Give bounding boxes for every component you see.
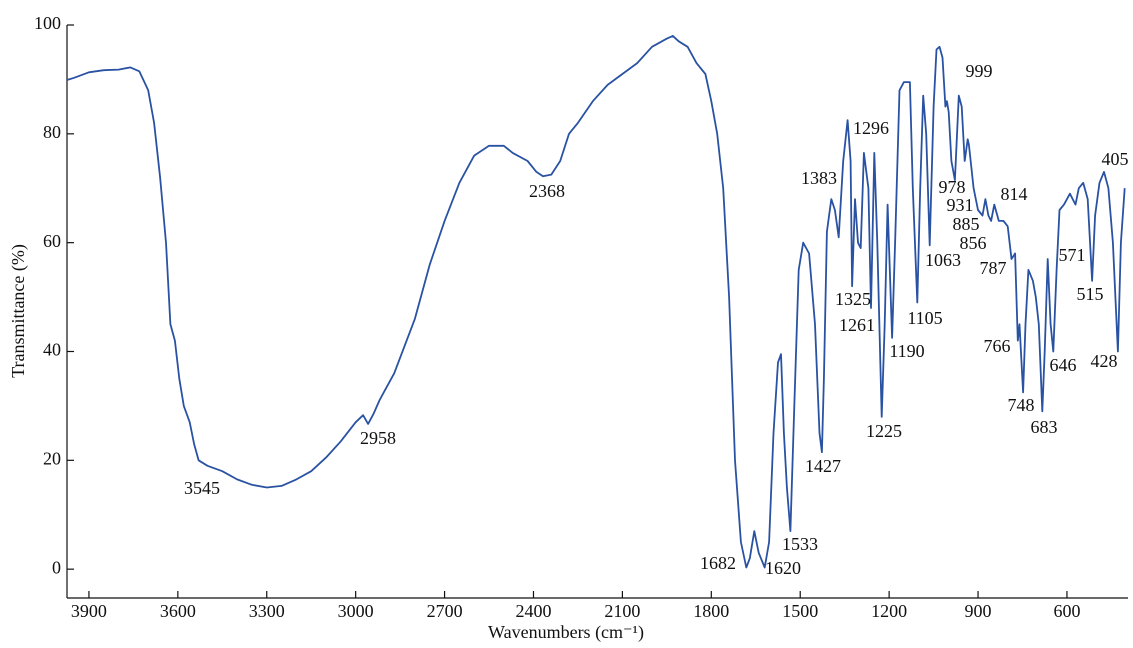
x-tick-label: 1500: [782, 601, 818, 621]
peak-label: 1427: [805, 456, 841, 476]
x-tick-label: 3600: [160, 601, 196, 621]
x-tick-label: 3000: [338, 601, 374, 621]
peak-label: 978: [939, 177, 966, 197]
peak-label: 748: [1008, 395, 1035, 415]
peak-label: 428: [1091, 351, 1118, 371]
peak-label: 683: [1031, 417, 1058, 437]
x-tick-label: 3900: [71, 601, 107, 621]
peak-label: 814: [1001, 184, 1028, 204]
peak-label: 2958: [360, 428, 396, 448]
y-tick-label: 0: [52, 557, 61, 577]
peak-label: 1682: [700, 553, 736, 573]
y-axis-title: Transmittance (%): [8, 244, 29, 378]
x-axis-title: Wavenumbers (cm⁻¹): [488, 622, 644, 643]
y-tick-label: 40: [43, 340, 61, 360]
peak-label: 856: [960, 233, 987, 253]
x-tick-label: 2700: [427, 601, 463, 621]
peak-label: 1225: [866, 421, 902, 441]
x-tick-label: 900: [965, 601, 992, 621]
peak-label: 1105: [907, 308, 942, 328]
peak-label: 571: [1059, 245, 1086, 265]
peak-label: 766: [984, 336, 1011, 356]
y-tick-label: 20: [43, 448, 61, 468]
peak-label: 1533: [782, 534, 818, 554]
peak-label: 646: [1050, 355, 1077, 375]
spectrum-line: [66, 35, 1126, 569]
x-tick-label: 600: [1053, 601, 1080, 621]
x-tick-label: 2400: [515, 601, 551, 621]
x-tick-label: 1200: [871, 601, 907, 621]
peak-label: 999: [966, 61, 993, 81]
peak-label: 1296: [853, 118, 889, 138]
peak-label: 1063: [925, 250, 961, 270]
peak-label: 1261: [839, 315, 875, 335]
y-tick-label: 60: [43, 231, 61, 251]
peak-label: 787: [980, 258, 1007, 278]
x-tick-label: 3300: [249, 601, 285, 621]
peak-label: 405: [1102, 149, 1129, 169]
peak-label: 1620: [765, 558, 801, 578]
peak-label: 3545: [184, 478, 220, 498]
peak-label: 515: [1077, 284, 1104, 304]
peak-label: 885: [953, 214, 980, 234]
peak-label: 931: [947, 195, 974, 215]
x-tick-label: 1800: [693, 601, 729, 621]
peak-label: 1190: [889, 341, 924, 361]
y-tick-label: 100: [34, 13, 61, 33]
x-tick-label: 2100: [604, 601, 640, 621]
peak-label: 2368: [529, 181, 565, 201]
peak-label: 1325: [835, 289, 871, 309]
peak-label: 1383: [801, 168, 837, 188]
y-tick-label: 80: [43, 122, 61, 142]
